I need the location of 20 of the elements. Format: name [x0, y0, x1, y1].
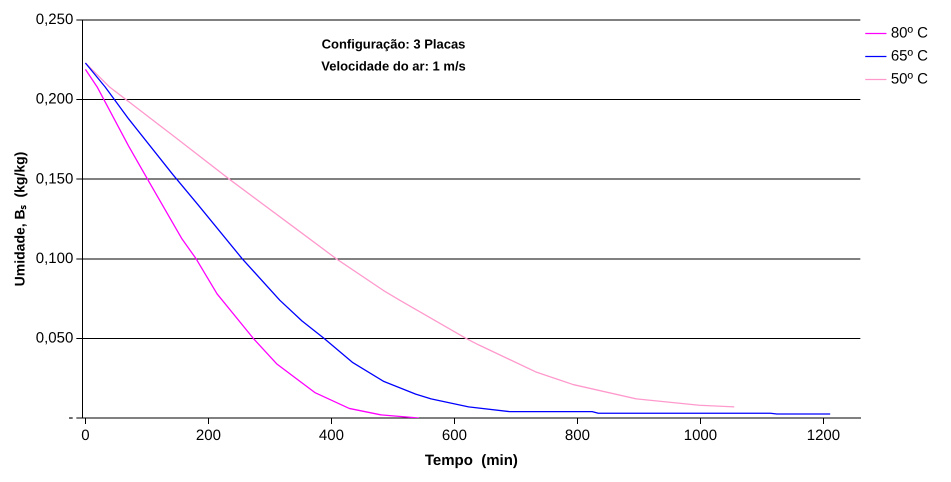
annotation: Configuração: 3 Placas — [322, 36, 466, 52]
legend-label: 65º C — [890, 48, 928, 65]
y-tick-label: - — [68, 409, 74, 426]
x-axis-title: Tempo (min) — [424, 452, 518, 470]
x-tick-label: 0 — [81, 427, 90, 444]
y-tick-label: 0,050 — [36, 330, 74, 347]
x-tick-label: 400 — [318, 427, 344, 444]
x-tick-label: 1000 — [684, 427, 718, 444]
y-tick-label: 0,200 — [36, 90, 74, 108]
legend-label: 50º C — [890, 70, 928, 88]
y-axis-title: Umidade, Bₛ (kg/kg) — [11, 152, 28, 286]
y-tick-label: 0,150 — [36, 170, 74, 188]
x-tick-label: 200 — [196, 427, 221, 444]
annotation: Velocidade do ar: 1 m/s — [321, 58, 466, 74]
x-tick-label: 800 — [564, 427, 590, 444]
y-tick-label: 0,100 — [36, 250, 74, 267]
x-tick-label: 600 — [442, 427, 467, 444]
y-tick-label: 0,250 — [36, 11, 74, 28]
x-tick-label: 1200 — [806, 427, 840, 444]
legend-label: 80º C — [890, 24, 928, 42]
